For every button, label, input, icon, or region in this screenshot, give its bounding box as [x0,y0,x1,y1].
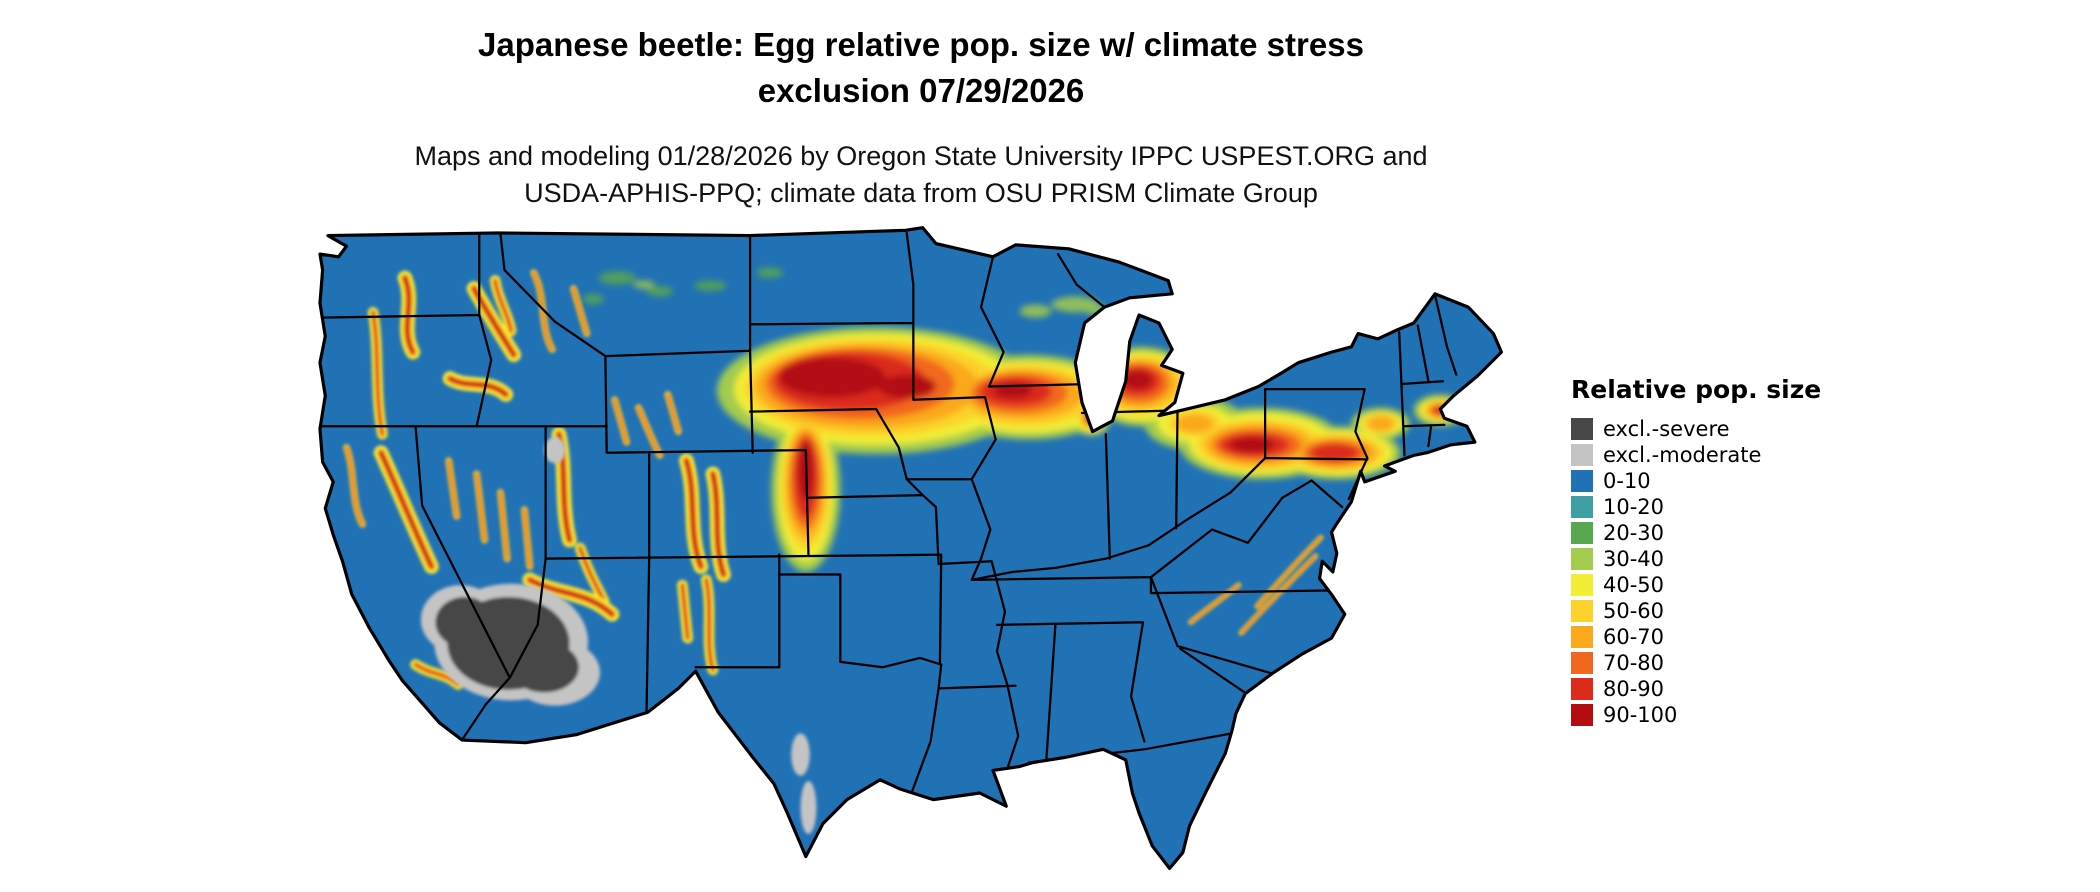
header: Japanese beetle: Egg relative pop. size … [0,22,1842,212]
legend-item-label: excl.-moderate [1603,443,1762,467]
legend-item-label: excl.-severe [1603,417,1730,441]
legend-swatch-r60_70 [1571,626,1593,648]
legend-swatch-excl_severe [1571,418,1593,440]
legend-item-label: 40-50 [1603,573,1665,597]
legend-item-r90_100: 90-100 [1571,702,1821,728]
subtitle: Maps and modeling 01/28/2026 by Oregon S… [0,138,1842,212]
legend-item-label: 10-20 [1603,495,1665,519]
subtitle-line2: USDA-APHIS-PPQ; climate data from OSU PR… [524,178,1318,208]
legend-item-label: 70-80 [1603,651,1665,675]
legend-rows: excl.-severe excl.-moderate 0-10 10-20 20-30… [1571,416,1821,728]
subtitle-line1: Maps and modeling 01/28/2026 by Oregon S… [414,141,1428,171]
legend-item-excl_moderate: excl.-moderate [1571,442,1821,468]
legend-swatch-r70_80 [1571,652,1593,674]
legend-item-label: 90-100 [1603,703,1678,727]
legend-swatch-r0_10 [1571,470,1593,492]
legend-swatch-r30_40 [1571,548,1593,570]
legend-item-r60_70: 60-70 [1571,624,1821,650]
legend-item-label: 30-40 [1603,547,1665,571]
legend-item-r0_10: 0-10 [1571,468,1821,494]
legend-swatch-r90_100 [1571,704,1593,726]
legend-item-r40_50: 40-50 [1571,572,1821,598]
legend-title: Relative pop. size [1571,375,1822,404]
page-title-line1: Japanese beetle: Egg relative pop. size … [478,26,1364,63]
us-outline [318,226,1504,871]
legend-item-label: 80-90 [1603,677,1665,701]
legend-swatch-r50_60 [1571,600,1593,622]
legend-item-excl_severe: excl.-severe [1571,416,1821,442]
legend-swatch-r20_30 [1571,522,1593,544]
legend-swatch-excl_moderate [1571,444,1593,466]
state-borders [319,231,1458,793]
legend-item-label: 0-10 [1603,469,1651,493]
legend-item-label: 60-70 [1603,625,1665,649]
legend-item-r10_20: 10-20 [1571,494,1821,520]
legend-item-r20_30: 20-30 [1571,520,1821,546]
legend-swatch-r80_90 [1571,678,1593,700]
legend: Relative pop. size excl.-severe excl.-mod… [1571,375,1821,728]
legend-item-r80_90: 80-90 [1571,676,1821,702]
legend-item-r50_60: 50-60 [1571,598,1821,624]
legend-swatch-r40_50 [1571,574,1593,596]
legend-item-label: 20-30 [1603,521,1665,545]
legend-swatch-r10_20 [1571,496,1593,518]
page-title-line2: exclusion 07/29/2026 [757,72,1085,109]
legend-item-r70_80: 70-80 [1571,650,1821,676]
us-landmass [319,227,1502,869]
us-map [318,226,1504,871]
hotspot-layer-90-100 [779,357,1275,500]
legend-item-r30_40: 30-40 [1571,546,1821,572]
legend-item-label: 50-60 [1603,599,1665,623]
